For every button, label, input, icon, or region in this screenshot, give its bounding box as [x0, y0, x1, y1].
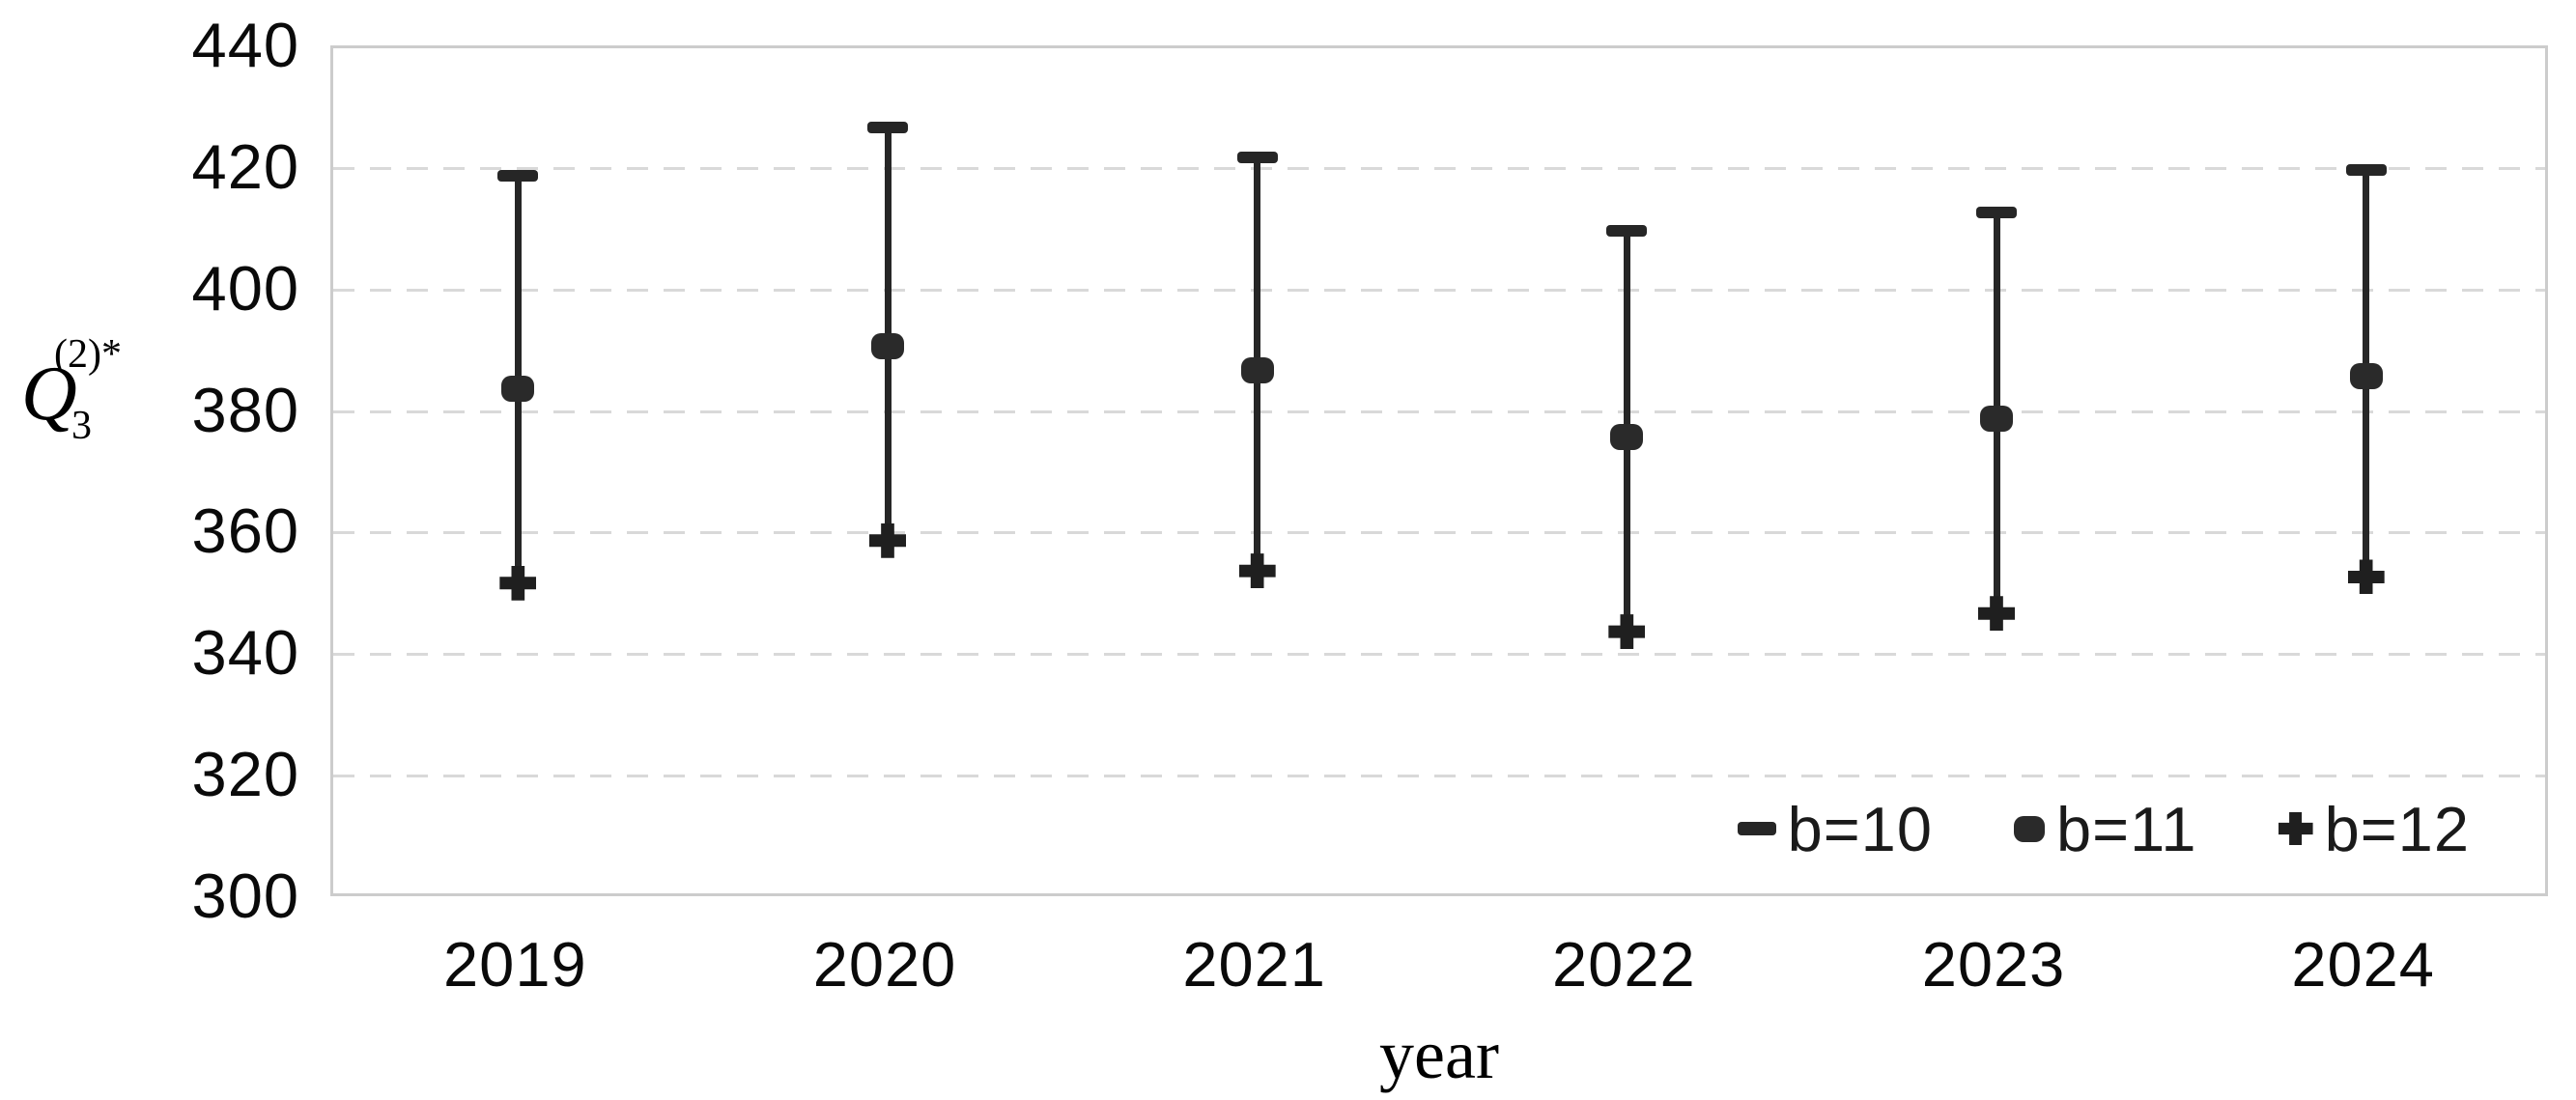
y-axis-title: Q (2)* 3: [21, 334, 185, 450]
x-tick-label-2019: 2019: [443, 929, 587, 1000]
y-tick-label-440: 440: [191, 10, 299, 80]
gridline-y-420: [333, 166, 2545, 170]
legend-label: b=11: [2055, 793, 2197, 864]
y-tick-label-380: 380: [191, 374, 299, 445]
y-axis-title-superscript: (2)*: [54, 332, 122, 377]
marker-dash-2021: [1236, 152, 1278, 164]
y-axis-title-subscript: 3: [71, 404, 92, 448]
marker-dash-2019: [497, 170, 539, 183]
gridline-y-380: [333, 409, 2545, 413]
x-tick-label-2022: 2022: [1552, 929, 1696, 1000]
marker-dash-2020: [867, 121, 908, 133]
marker-plus-2020: [869, 522, 906, 558]
y-tick-label-320: 320: [191, 739, 299, 810]
gridline-y-340: [333, 653, 2545, 657]
legend-item-b=12: b=12: [2278, 793, 2470, 865]
marker-circle-2022: [1610, 424, 1644, 451]
legend-circle-icon: [2013, 815, 2045, 842]
legend-dash-icon: [1737, 822, 1776, 835]
marker-plus-2021: [1238, 553, 1276, 589]
marker-plus-2022: [1608, 614, 1646, 650]
gridline-y-360: [333, 531, 2545, 535]
marker-dash-2023: [1976, 206, 2017, 218]
x-tick-label-2020: 2020: [812, 929, 957, 1000]
marker-plus-2023: [1978, 596, 2015, 632]
legend: b=10 b=11 b=12: [1737, 793, 2470, 865]
marker-circle-2019: [501, 375, 535, 402]
legend-item-b=11: b=11: [2013, 793, 2197, 865]
x-axis-title: year: [1379, 1016, 1499, 1093]
y-tick-label-400: 400: [191, 252, 299, 324]
marker-circle-2023: [1980, 406, 2013, 433]
y-tick-label-420: 420: [191, 130, 299, 202]
legend-label: b=10: [1787, 793, 1933, 864]
legend-item-b=10: b=10: [1737, 793, 1933, 865]
marker-plus-2024: [2347, 559, 2385, 595]
x-tick-label-2023: 2023: [1921, 929, 2066, 1000]
gridline-y-400: [333, 288, 2545, 292]
marker-circle-2020: [871, 332, 904, 359]
legend-plus-icon: [2278, 812, 2313, 845]
marker-plus-2019: [499, 565, 537, 601]
gridline-y-320: [333, 775, 2545, 778]
x-tick-label-2021: 2021: [1182, 929, 1326, 1000]
marker-dash-2024: [2345, 163, 2387, 176]
y-tick-label-340: 340: [191, 617, 299, 689]
y-axis-title-base: Q: [21, 352, 77, 437]
marker-dash-2022: [1606, 224, 1648, 237]
marker-circle-2024: [2349, 363, 2383, 390]
x-tick-label-2024: 2024: [2291, 929, 2435, 1000]
plot-area: b=10 b=11 b=12: [330, 45, 2548, 896]
y-tick-label-300: 300: [191, 860, 299, 931]
marker-circle-2021: [1240, 357, 1274, 384]
y-tick-label-360: 360: [191, 495, 299, 567]
legend-label: b=12: [2324, 793, 2470, 864]
